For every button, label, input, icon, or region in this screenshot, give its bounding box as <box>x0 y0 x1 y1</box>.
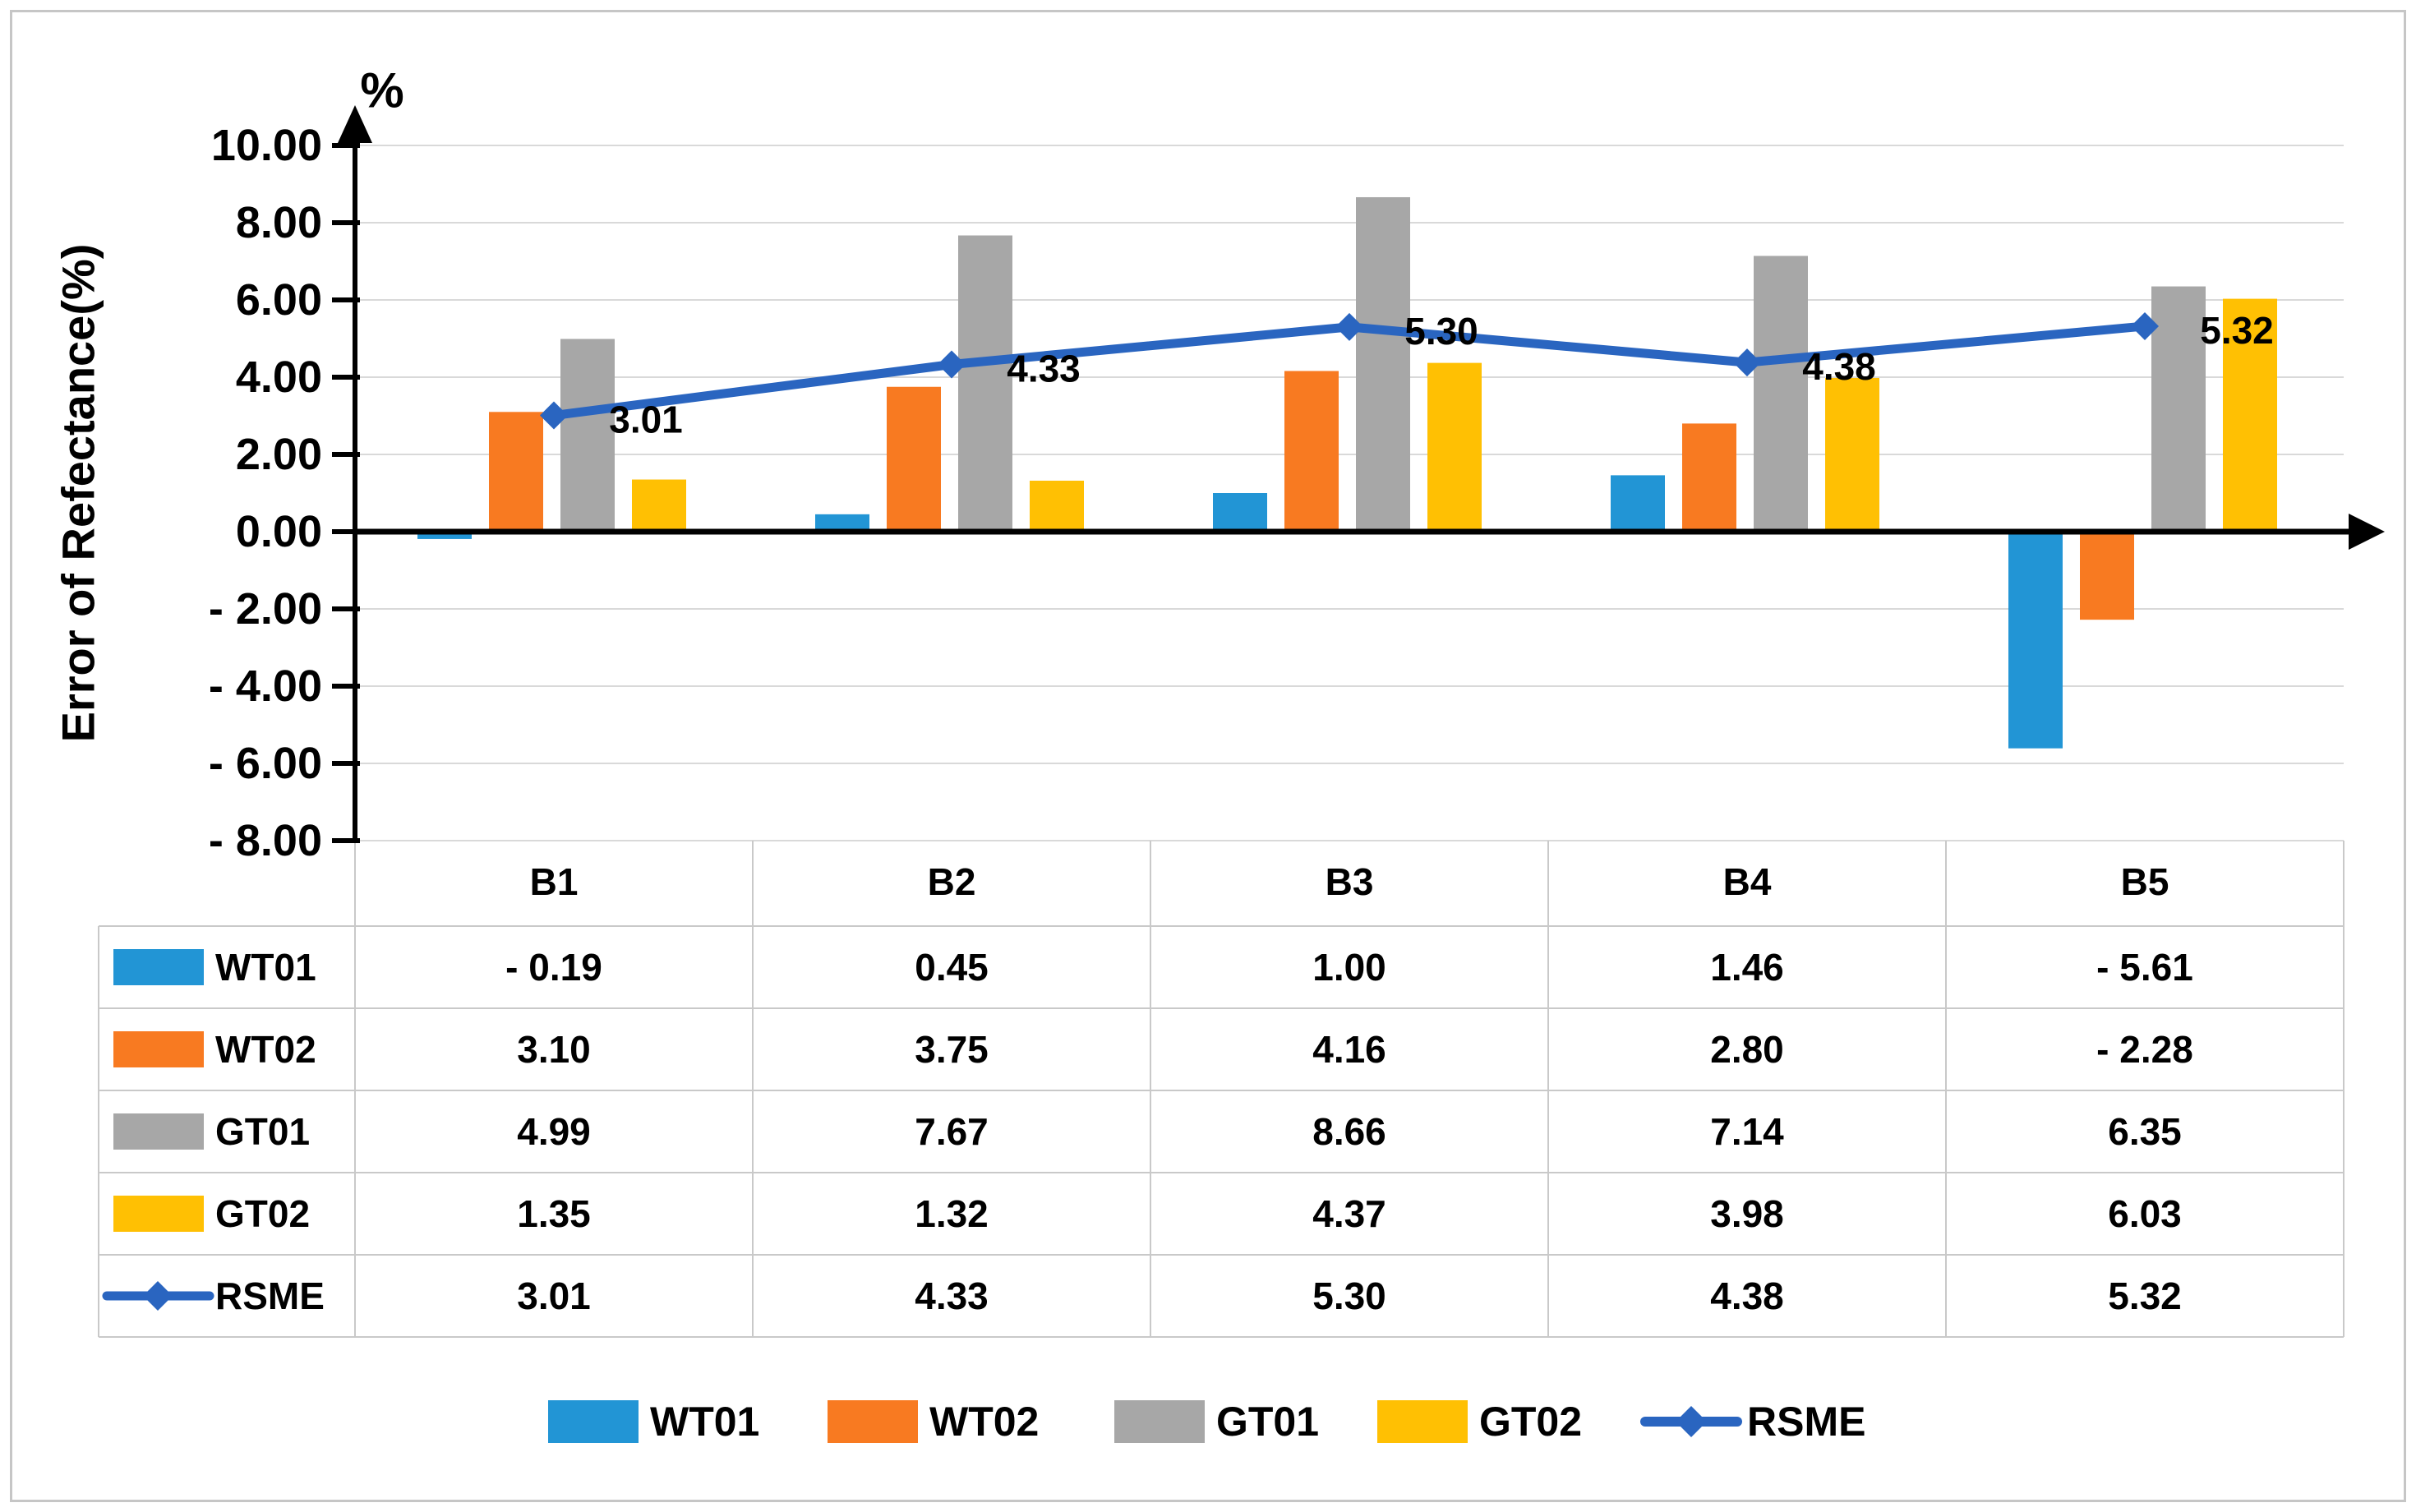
y-tick-label: - 6.00 <box>209 739 322 788</box>
bar-WT02-B5 <box>2080 532 2134 620</box>
table-column-header: B2 <box>928 860 976 903</box>
legend-label: RSME <box>1747 1399 1865 1445</box>
table-cell: 4.38 <box>1710 1275 1784 1317</box>
table-cell: 7.14 <box>1710 1110 1784 1153</box>
bar-GT02-B5 <box>2223 298 2277 532</box>
table-cell: 7.67 <box>915 1110 989 1153</box>
x-axis-arrowhead <box>2349 514 2385 550</box>
table-cell: 4.99 <box>517 1110 591 1153</box>
table-row-header: GT01 <box>215 1110 310 1153</box>
table-cell: - 2.28 <box>2096 1028 2193 1071</box>
table-cell: 1.00 <box>1312 946 1386 989</box>
table-row-header: WT01 <box>215 946 316 989</box>
table-cell: 2.80 <box>1710 1028 1784 1071</box>
table-cell: 4.16 <box>1312 1028 1386 1071</box>
table-column-header: B3 <box>1326 860 1374 903</box>
marker-RSME-B3 <box>1335 312 1363 341</box>
bar-GT01-B3 <box>1356 196 1410 532</box>
table-cell: 3.75 <box>915 1028 989 1071</box>
table-cell: 3.01 <box>517 1275 591 1317</box>
line-data-label: 4.33 <box>1007 347 1081 390</box>
y-tick-label: - 2.00 <box>209 584 322 634</box>
bar-WT01-B1 <box>417 532 472 539</box>
line-data-label: 5.32 <box>2200 309 2274 352</box>
y-tick-label: - 4.00 <box>209 662 322 711</box>
y-tick-label: 4.00 <box>236 353 322 402</box>
table-cell: 0.45 <box>915 946 989 989</box>
table-row-header: GT02 <box>215 1192 310 1235</box>
bar-GT02-B4 <box>1825 377 1879 532</box>
bar-WT01-B4 <box>1611 475 1665 532</box>
table-column-header: B1 <box>530 860 579 903</box>
table-column-header: B5 <box>2121 860 2169 903</box>
y-axis-arrowhead <box>338 105 372 143</box>
table-cell: 4.33 <box>915 1275 989 1317</box>
bar-GT02-B3 <box>1427 362 1482 532</box>
table-cell: 1.46 <box>1710 946 1784 989</box>
legend-key-WT01 <box>548 1400 639 1443</box>
bar-GT01-B4 <box>1754 256 1808 532</box>
bar-GT01-B5 <box>2151 286 2206 532</box>
table-cell: 1.32 <box>915 1192 989 1235</box>
table-row-header: RSME <box>215 1275 325 1317</box>
marker-RSME-B2 <box>938 350 966 379</box>
table-cell: 5.30 <box>1312 1275 1386 1317</box>
table-cell: 8.66 <box>1312 1110 1386 1153</box>
legend-label: WT02 <box>929 1399 1039 1445</box>
bar-WT01-B5 <box>2008 532 2063 749</box>
table-row-header: WT02 <box>215 1028 316 1071</box>
y-axis-title: Error of Refectance(%) <box>52 243 104 743</box>
table-cell: - 5.61 <box>2096 946 2193 989</box>
table-cell: 6.03 <box>2108 1192 2182 1235</box>
bar-GT02-B2 <box>1030 480 1084 532</box>
bar-WT02-B4 <box>1682 423 1736 532</box>
table-cell: 4.37 <box>1312 1192 1386 1235</box>
legend-key-GT01 <box>1114 1400 1205 1443</box>
line-data-label: 4.38 <box>1802 345 1876 388</box>
bar-WT01-B2 <box>815 514 869 532</box>
bar-GT01-B2 <box>958 235 1012 532</box>
table-cell: 6.35 <box>2108 1110 2182 1153</box>
table-cell: 5.32 <box>2108 1275 2182 1317</box>
marker-RSME-B1 <box>540 401 568 430</box>
table-legend-key-GT01 <box>113 1113 204 1150</box>
table-legend-key-WT02 <box>113 1031 204 1067</box>
legend-key-WT02 <box>828 1400 918 1443</box>
bar-WT01-B3 <box>1213 493 1267 532</box>
y-tick-label: 0.00 <box>236 507 322 556</box>
y-tick-label: 6.00 <box>236 275 322 325</box>
bar-GT01-B1 <box>560 339 615 532</box>
y-tick-label: 2.00 <box>236 430 322 479</box>
y-tick-label: 8.00 <box>236 198 322 247</box>
bar-WT02-B1 <box>489 412 543 532</box>
marker-RSME-B4 <box>1733 348 1761 377</box>
legend-key-GT02 <box>1377 1400 1468 1443</box>
y-tick-label: 10.00 <box>211 121 322 170</box>
legend-marker-RSME <box>1676 1406 1707 1437</box>
bar-GT02-B1 <box>632 479 686 532</box>
table-legend-key-WT01 <box>113 949 204 985</box>
table-legend-marker-RSME <box>143 1281 173 1311</box>
bar-WT02-B2 <box>887 386 941 532</box>
table-legend-key-GT02 <box>113 1196 204 1232</box>
legend-label: GT02 <box>1479 1399 1582 1445</box>
bar-WT02-B3 <box>1284 371 1339 532</box>
table-cell: 3.10 <box>517 1028 591 1071</box>
table-cell: 1.35 <box>517 1192 591 1235</box>
marker-RSME-B5 <box>2131 311 2159 340</box>
line-data-label: 3.01 <box>609 399 683 441</box>
table-cell: 3.98 <box>1710 1192 1784 1235</box>
table-column-header: B4 <box>1723 860 1772 903</box>
table-cell: - 0.19 <box>505 946 602 989</box>
line-data-label: 5.30 <box>1404 310 1478 353</box>
legend-label: WT01 <box>650 1399 759 1445</box>
y-tick-label: - 8.00 <box>209 816 322 865</box>
legend-label: GT01 <box>1216 1399 1319 1445</box>
y-axis-unit-label: % <box>360 62 404 118</box>
